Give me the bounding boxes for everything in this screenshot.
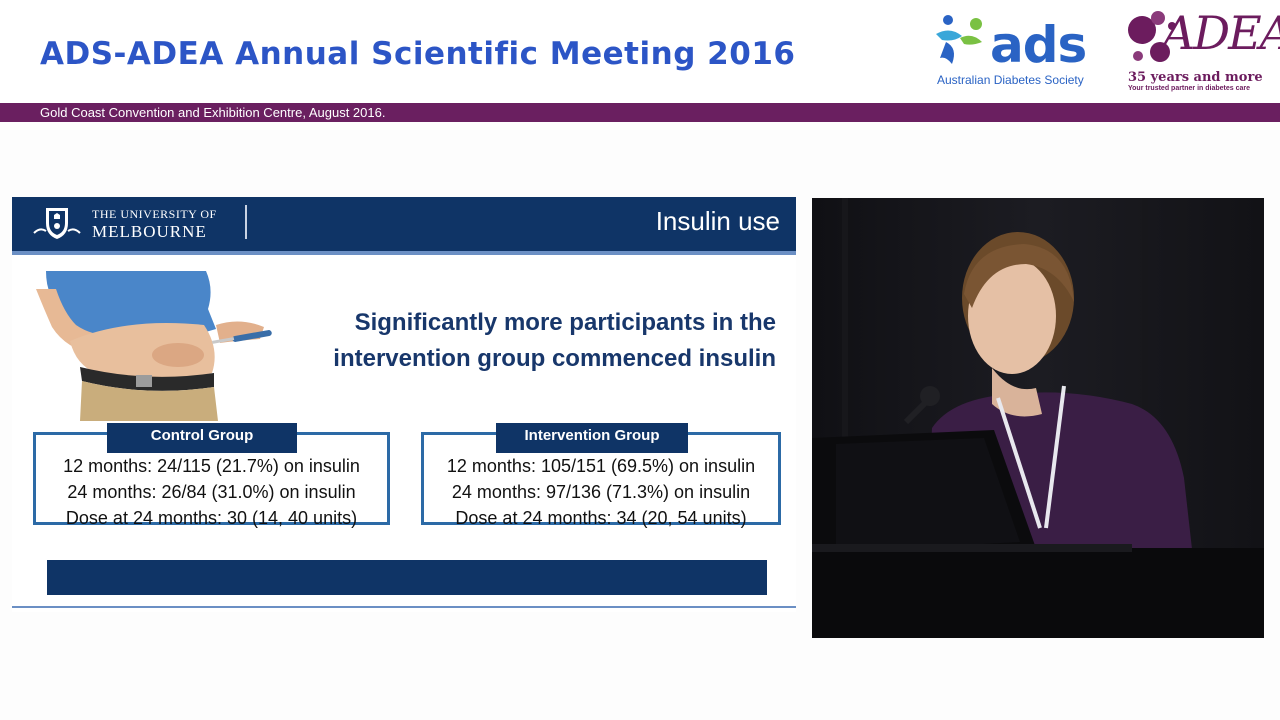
adea-logo-text: ADEA: [1162, 6, 1280, 60]
slide-headline: Significantly more participants in the i…: [282, 305, 776, 377]
speaker-video: [812, 198, 1264, 638]
speaker-video-frame: [812, 198, 1264, 638]
adea-years: 35 years and more: [1128, 70, 1263, 85]
ads-figure-icon: [936, 15, 982, 64]
conference-title: ADS-ADEA Annual Scientific Meeting 2016: [40, 36, 796, 72]
intervention-group-box: Intervention Group 12 months: 105/151 (6…: [421, 423, 781, 528]
control-group-line: Dose at 24 months: 30 (14, 40 units): [65, 508, 358, 528]
conference-header: ADS-ADEA Annual Scientific Meeting 2016 …: [0, 0, 1280, 103]
headline-line1: Significantly more participants in the: [354, 309, 776, 336]
ads-logo-subtitle: Australian Diabetes Society: [937, 73, 1084, 87]
intervention-group-line: 12 months: 105/151 (69.5%) on insulin: [446, 456, 756, 476]
adea-logo: ADEA 35 years and more Your trusted part…: [1124, 4, 1280, 96]
control-group-line: 24 months: 26/84 (31.0%) on insulin: [67, 482, 356, 502]
venue-bar: Gold Coast Convention and Exhibition Cen…: [0, 103, 1280, 122]
control-group-box: Control Group 12 months: 24/115 (21.7%) …: [33, 423, 390, 528]
slide-header: THE UNIVERSITY OF MELBOURNE Insulin use: [12, 197, 796, 255]
insulin-injection-photo: [36, 271, 272, 421]
intervention-group-label: Intervention Group: [496, 423, 688, 453]
ads-logo-text: ads: [990, 16, 1087, 74]
control-group-stats: 12 months: 24/115 (21.7%) on insulin 24 …: [36, 453, 387, 531]
ads-logo: ads Australian Diabetes Society: [932, 12, 1097, 92]
presentation-slide: THE UNIVERSITY OF MELBOURNE Insulin use …: [12, 197, 796, 612]
intervention-group-stats: 12 months: 105/151 (69.5%) on insulin 24…: [424, 453, 778, 531]
adea-dots-icon: [1128, 11, 1176, 62]
header-divider: [245, 205, 247, 239]
venue-text: Gold Coast Convention and Exhibition Cen…: [40, 105, 386, 120]
control-group-line: 12 months: 24/115 (21.7%) on insulin: [63, 456, 360, 476]
intervention-group-line: 24 months: 97/136 (71.3%) on insulin: [451, 482, 751, 502]
university-name-line1: THE UNIVERSITY OF: [92, 207, 217, 221]
intervention-group-line: Dose at 24 months: 34 (20, 54 units): [455, 508, 747, 528]
headline-line2: intervention group commenced insulin: [333, 345, 776, 372]
university-crest-icon: [33, 208, 81, 239]
university-name-line2: MELBOURNE: [92, 222, 207, 241]
adea-tagline: Your trusted partner in diabetes care: [1128, 85, 1251, 92]
slide-bottom-line: [12, 606, 796, 608]
university-name: THE UNIVERSITY OF MELBOURNE: [92, 205, 217, 241]
control-group-label: Control Group: [107, 423, 297, 453]
slide-footer-bar: [47, 560, 767, 595]
slide-title: Insulin use: [655, 206, 780, 236]
